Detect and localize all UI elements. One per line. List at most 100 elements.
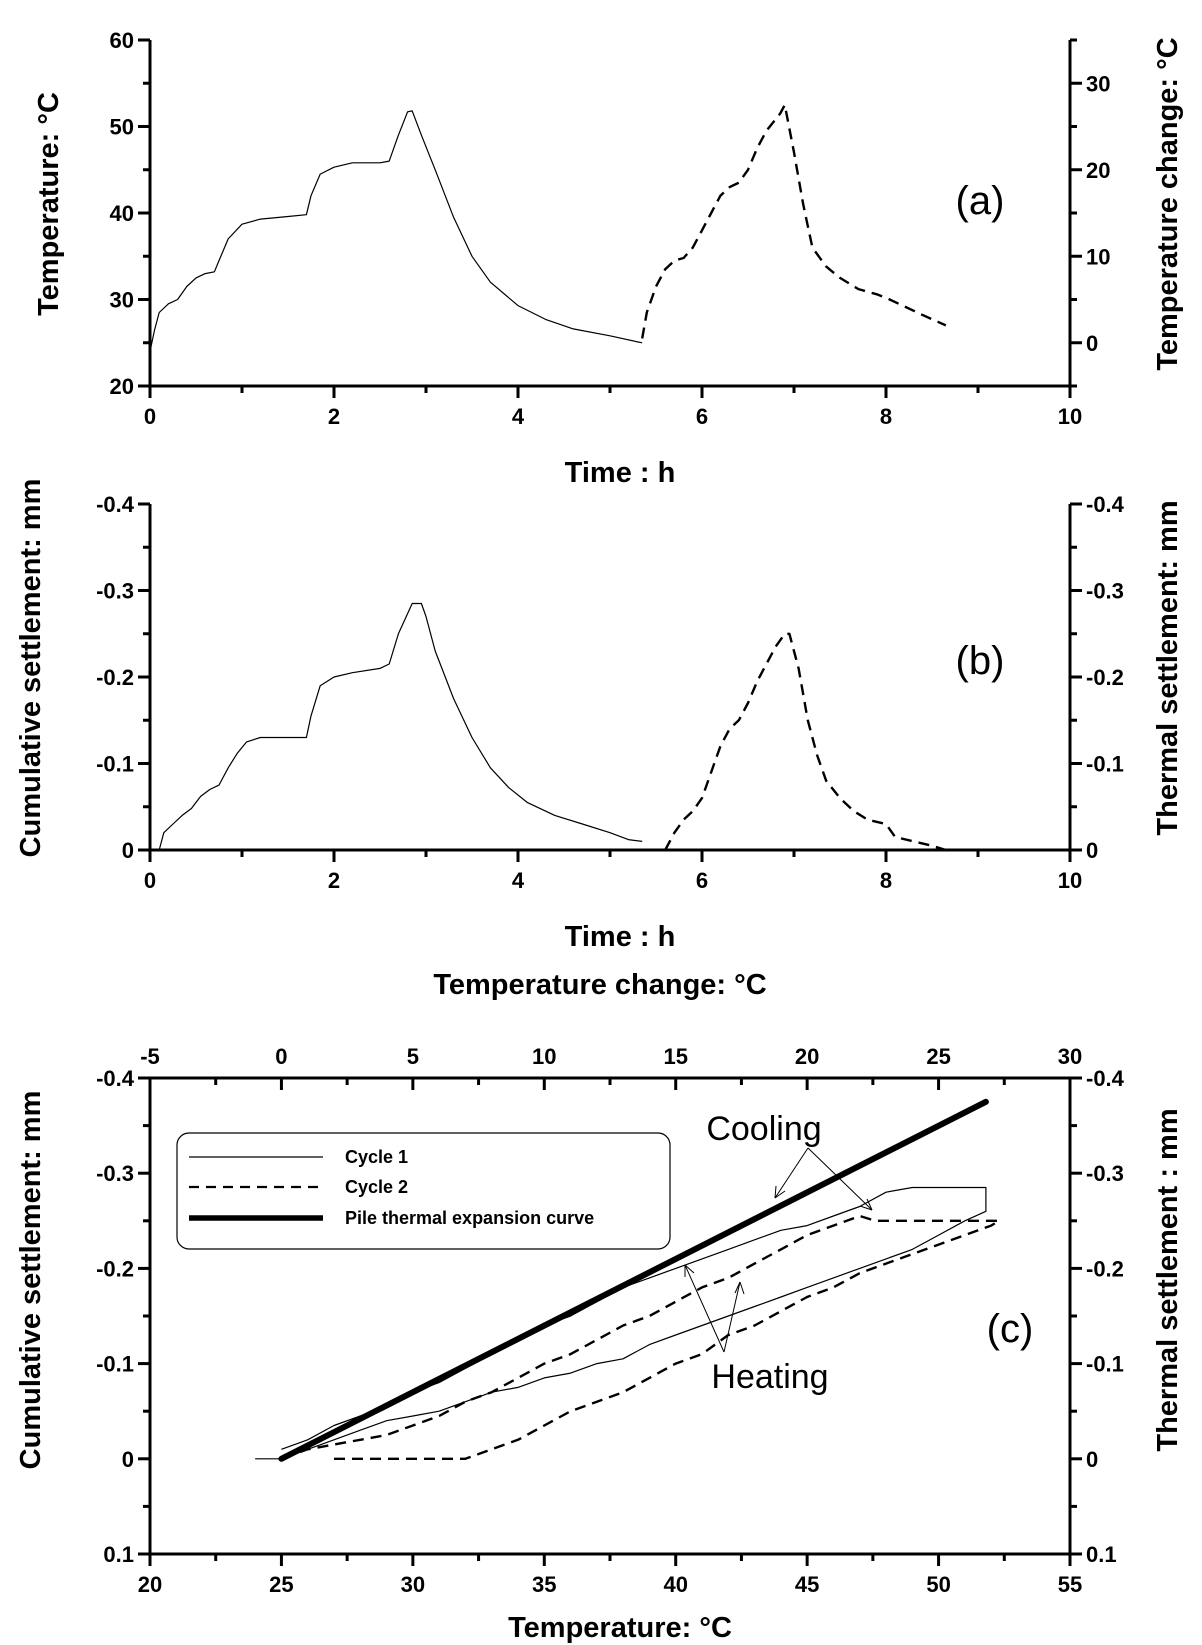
y2-axis-title-c: Thermal settlement : mm: [1152, 1108, 1184, 1451]
x2-tick-label-c: 5: [407, 1044, 419, 1069]
x2-tick-label-c: 20: [795, 1044, 819, 1069]
y2-tick-label-c: 0: [1086, 1447, 1098, 1472]
panel-label-b: (b): [956, 639, 1005, 683]
x2-tick-label-c: 10: [532, 1044, 556, 1069]
heating-arrowhead-1: [684, 1264, 695, 1277]
y-tick-label-c: -0.3: [96, 1161, 134, 1186]
cooling-arrowhead-2: [859, 1198, 873, 1211]
x-tick-label-c: 50: [926, 1572, 950, 1597]
y-tick-label-b: -0.1: [96, 752, 134, 777]
y2-tick-label-a: 10: [1086, 244, 1110, 269]
legend-label-cycle-2: Cycle 2: [345, 1177, 408, 1197]
panel-c: 20 25 30 35 40 45 50 55 -5 0 5 10 15 20 25 30 0.1 0 -0.1 -0…: [15, 969, 1184, 1644]
series-a-2-line: [641, 103, 947, 339]
x2-axis-title-c: Temperature change: °C: [433, 969, 766, 1001]
heating-arrowhead-2: [734, 1281, 745, 1295]
y-axis-title-a: Temperature: °C: [33, 92, 65, 316]
y2-tick-label-c: -0.2: [1086, 1256, 1124, 1281]
series-c-3-line: [278, 1098, 989, 1462]
y2-tick-label-c: -0.1: [1086, 1352, 1124, 1377]
y-tick-label-b: 0: [122, 838, 134, 863]
x-tick-label-c: 20: [138, 1572, 162, 1597]
y2-tick-label-c: 0.1: [1086, 1542, 1117, 1567]
x2-tick-label-c: 30: [1058, 1044, 1082, 1069]
y-tick-label-a: 30: [110, 288, 134, 313]
annotation-heating: Heating: [711, 1358, 828, 1396]
x-tick-label-a: 2: [328, 404, 340, 429]
y-tick-label-a: 40: [110, 201, 134, 226]
y2-tick-label-b: -0.1: [1086, 752, 1124, 777]
plot-area-a: 0 2 4 6 8 10 20 30 40 50 60 0 10 20 30: [110, 28, 1111, 429]
series-b-2-line: [664, 632, 947, 852]
y2-tick-label-c: -0.3: [1086, 1161, 1124, 1186]
plot-area-c: 20 25 30 35 40 45 50 55 -5 0 5 10 15 20 25 30 0.1 0 -0.1 -0…: [96, 1044, 1125, 1597]
y2-tick-label-b: 0: [1086, 838, 1098, 863]
y-tick-label-a: 50: [110, 115, 134, 140]
x-tick-label-b: 4: [512, 868, 525, 893]
legend-label-cycle-1: Cycle 1: [345, 1147, 408, 1167]
x-tick-label-b: 6: [696, 868, 708, 893]
x-tick-label-c: 30: [401, 1572, 425, 1597]
panel-b: 0 2 4 6 8 100-0.1-0.2-0.3-0.40-0.1-0.2-0.3-0.…: [15, 479, 1184, 953]
y-axis-title-c: Cumulative settlement: mm: [15, 1091, 47, 1470]
x-axis-title-b: Time : h: [565, 921, 676, 953]
y2-tick-label-b: -0.3: [1086, 579, 1124, 604]
legend-frame: [176, 1132, 671, 1250]
y-tick-label-c: 0.1: [103, 1542, 134, 1567]
y-tick-label-b: -0.3: [96, 579, 134, 604]
annotation-cooling: Cooling: [706, 1110, 821, 1148]
heating-arrow-2: [723, 1281, 741, 1353]
x-tick-label-b: 8: [880, 868, 892, 893]
y2-axis-title-a: Temperature change: °C: [1152, 37, 1184, 370]
x-tick-label-b: 0: [144, 868, 156, 893]
y2-tick-label-a: 0: [1086, 331, 1098, 356]
y2-tick-label-b: -0.4: [1086, 492, 1125, 517]
x-axis-title-a: Time : h: [565, 457, 676, 489]
cooling-arrow-1: [774, 1147, 809, 1199]
x2-tick-label-c: 0: [275, 1044, 287, 1069]
heating-arrow-1: [684, 1264, 725, 1353]
y2-tick-label-a: 30: [1086, 71, 1110, 96]
y2-tick-label-b: -0.2: [1086, 665, 1124, 690]
plot-area-b: 0 2 4 6 8 100-0.1-0.2-0.3-0.40-0.1-0.2-0.3-0.…: [96, 492, 1125, 893]
x-tick-label-a: 10: [1058, 404, 1082, 429]
series-a-1-line: [149, 110, 643, 352]
x-tick-label-a: 0: [144, 404, 156, 429]
y-tick-label-c: -0.1: [96, 1352, 134, 1377]
x-tick-label-c: 35: [532, 1572, 556, 1597]
x-tick-label-c: 45: [795, 1572, 819, 1597]
x-tick-label-b: 2: [328, 868, 340, 893]
cooling-arrow-2: [807, 1147, 873, 1211]
x-tick-label-b: 10: [1058, 868, 1082, 893]
y-tick-label-c: -0.4: [96, 1066, 135, 1091]
y-axis-title-b: Cumulative settlement: mm: [15, 479, 47, 858]
y-tick-label-b: -0.4: [96, 492, 135, 517]
panel-label-c: (c): [987, 1307, 1034, 1351]
x-axis-title-c: Temperature: °C: [508, 1612, 732, 1644]
x2-tick-label-c: 15: [663, 1044, 687, 1069]
annotation-arrows: [684, 1147, 873, 1353]
x-tick-label-a: 8: [880, 404, 892, 429]
y2-axis-title-b: Thermal settlement: mm: [1152, 500, 1184, 835]
y2-tick-label-a: 20: [1086, 158, 1110, 183]
x-tick-label-c: 25: [269, 1572, 293, 1597]
panel-label-a: (a): [956, 179, 1005, 223]
x-tick-label-c: 55: [1058, 1572, 1082, 1597]
cooling-arrowhead-1: [774, 1185, 786, 1199]
y-tick-label-c: -0.2: [96, 1256, 134, 1281]
x2-tick-label-c: 25: [926, 1044, 950, 1069]
legend-label-pile-curve: Pile thermal expansion curve: [345, 1208, 594, 1228]
panel-a: 0 2 4 6 8 10 20 30 40 50 60 0 10 20 30 (a) Time : h Te…: [33, 28, 1184, 489]
y-tick-label-b: -0.2: [96, 665, 134, 690]
y-tick-label-a: 60: [110, 28, 134, 53]
y-tick-label-c: 0: [122, 1447, 134, 1472]
x-tick-label-c: 40: [663, 1572, 687, 1597]
legend: Cycle 1 Cycle 2 Pile thermal expansion c…: [176, 1132, 671, 1250]
y2-tick-label-c: -0.4: [1086, 1066, 1125, 1091]
x-tick-label-a: 4: [512, 404, 525, 429]
y-tick-label-a: 20: [110, 374, 134, 399]
series-c-2-line: [280, 1214, 1001, 1460]
series-b-1-line: [150, 602, 643, 851]
x2-tick-label-c: -5: [140, 1044, 160, 1069]
